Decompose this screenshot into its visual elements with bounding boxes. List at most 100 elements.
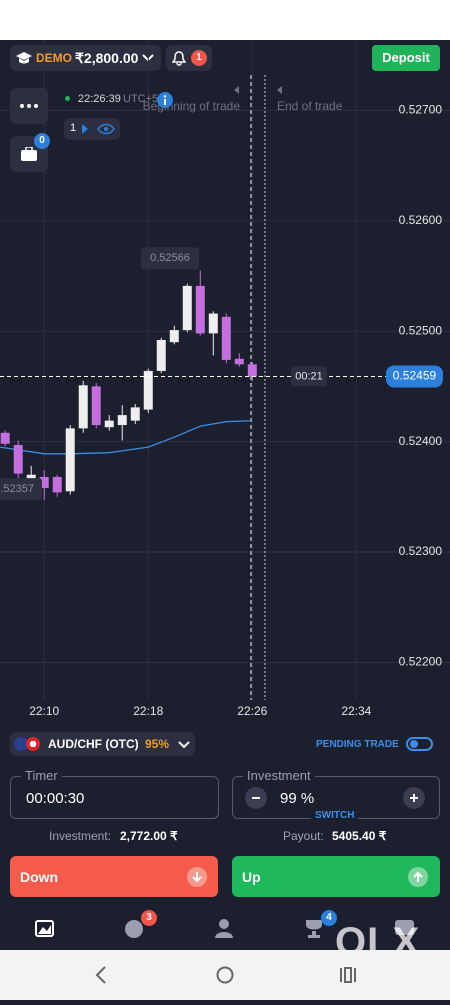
portfolio-badge: 0 [34, 133, 50, 149]
recents-icon[interactable] [340, 967, 356, 983]
low-label: 0.52357 [0, 483, 34, 495]
notification-badge: 1 [191, 50, 207, 66]
candle-body [143, 370, 153, 410]
countdown-box [291, 366, 327, 387]
minus-button[interactable] [245, 787, 267, 809]
timer-field[interactable]: Timer 00:00:30 [10, 768, 219, 819]
chart-settings[interactable]: 1 [64, 118, 120, 140]
candle-body [234, 358, 244, 365]
nav-trophy[interactable] [306, 920, 322, 938]
candle-body [65, 428, 75, 492]
investment-summary-label: Investment: [49, 829, 112, 843]
x-tick-label: 22:18 [133, 704, 163, 718]
chart-icons [82, 123, 115, 135]
deposit-button[interactable]: Deposit [372, 45, 440, 71]
end-arrow [277, 86, 282, 94]
investment-value: 99 % [280, 790, 315, 807]
chart: 0.52700 0.52600 0.52500 0.52400 0.52300 0.522… [0, 40, 450, 718]
live-dot [65, 96, 70, 101]
candle-body [91, 386, 101, 426]
investment-label: Investment [243, 768, 315, 783]
payout-value: 5405.40 ₹ [332, 829, 387, 843]
y-tick-label: 0.52300 [399, 544, 443, 558]
up-arrow [408, 867, 428, 887]
help-badge: 3 [141, 910, 157, 926]
up-button[interactable]: Up [232, 856, 440, 897]
y-tick-label: 0.52500 [399, 323, 443, 337]
notifications-button[interactable]: 1 [166, 45, 212, 71]
candle-body [221, 316, 231, 360]
account-mode: DEMO [36, 51, 72, 65]
end-label: End of trade [277, 99, 343, 113]
timezone: UTC+5 [123, 93, 159, 105]
switch-button[interactable]: SWITCH [311, 810, 359, 821]
asset-payout: 95% [145, 737, 170, 751]
dots-icon [20, 104, 38, 108]
candle-body [52, 476, 62, 493]
nav-chat[interactable] [395, 920, 414, 935]
nav-chart[interactable] [35, 920, 54, 937]
system-nav [0, 950, 450, 1000]
up-label: Up [242, 869, 261, 885]
high-label: 0.52566 [150, 252, 190, 264]
status-bar [0, 0, 450, 40]
x-tick-label: 22:26 [237, 704, 267, 718]
down-button[interactable]: Down [10, 856, 218, 897]
candle-body [39, 476, 49, 488]
x-tick-label: 22:34 [341, 704, 371, 718]
begin-arrow [234, 86, 239, 94]
countdown: 00:21 [295, 370, 323, 382]
candle-body [169, 330, 179, 343]
menu-button[interactable] [10, 88, 48, 124]
candle-body [0, 432, 10, 444]
asset-flags [14, 737, 40, 751]
candle-interval: 1 [70, 122, 77, 134]
moving-average [0, 419, 253, 455]
candle-body [208, 313, 218, 334]
pending-trade-label: PENDING TRADE [316, 739, 399, 750]
asset-name: AUD/CHF (OTC) [48, 737, 139, 751]
y-tick-label: 0.52200 [399, 655, 443, 669]
system-nav-icons [95, 966, 356, 984]
asset-selector[interactable]: AUD/CHF (OTC) 95% [10, 732, 195, 756]
y-tick-label: 0.52600 [399, 213, 443, 227]
bell-icon [172, 51, 186, 66]
investment-summary: 2,772.00 ₹ [120, 829, 178, 843]
bottom-nav [35, 919, 414, 938]
candle-body [182, 285, 192, 331]
back-icon[interactable] [95, 966, 106, 984]
pending-trade-toggle[interactable] [406, 737, 433, 751]
y-tick-label: 0.52700 [399, 103, 443, 117]
account-selector[interactable]: DEMO ₹2,800.00 [10, 45, 161, 71]
down-arrow [187, 867, 207, 887]
plus-button[interactable] [403, 787, 425, 809]
chevron [178, 741, 190, 749]
down-label: Down [20, 869, 59, 885]
home-icon[interactable] [216, 966, 234, 984]
y-tick-label: 0.52400 [399, 434, 443, 448]
low-label-box [0, 478, 42, 501]
balance: ₹2,800.00 [75, 50, 139, 66]
timer-value: 00:00:30 [26, 790, 85, 807]
current-price-label: 0.52459 [393, 369, 437, 383]
candle-body [13, 444, 23, 474]
candle-body [78, 385, 88, 429]
toggle-knob [410, 740, 418, 748]
investment-field[interactable]: Investment 99 % SWITCH [232, 768, 440, 821]
current-price-tag [386, 365, 443, 388]
candle-body [247, 364, 257, 377]
payout-label: Payout: [283, 829, 324, 843]
nav-help[interactable] [125, 920, 143, 938]
x-tick-label: 22:10 [29, 704, 59, 718]
info-icon[interactable] [157, 92, 173, 108]
briefcase-icon [21, 147, 37, 161]
account-icon [16, 52, 32, 64]
nav-profile[interactable] [215, 919, 233, 938]
portfolio-button[interactable]: 0 [10, 133, 50, 172]
candle-body [117, 415, 127, 426]
trophy-badge: 4 [321, 910, 337, 926]
candle-body [195, 285, 205, 334]
high-label-box [141, 247, 199, 270]
